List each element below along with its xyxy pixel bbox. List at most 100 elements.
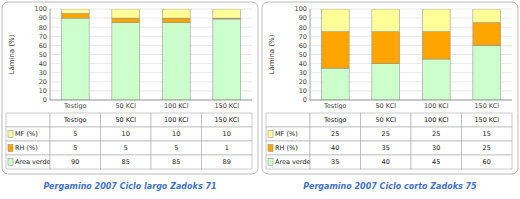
y-tick-label: 80	[39, 24, 47, 32]
y-tick-label: 60	[299, 42, 307, 50]
bar-segment	[112, 18, 140, 23]
table-header: 50 KCl	[375, 116, 396, 124]
table-cell	[6, 127, 50, 141]
y-tick-label: 10	[39, 87, 47, 95]
chart-title: Pergamino 2007 Ciclo corto Zadoks 75	[303, 182, 477, 191]
x-tick-label: 100 KCl	[424, 102, 449, 110]
table-row-label: Area verde	[275, 158, 311, 166]
y-tick-label: 100	[35, 5, 47, 13]
bar-segment	[473, 23, 501, 46]
table-cell	[411, 141, 462, 155]
y-tick-label: 10	[299, 87, 307, 95]
table-value: 89	[223, 158, 231, 166]
table-value: 85	[172, 158, 180, 166]
table-row-label: MF (%)	[275, 130, 298, 138]
table-cell	[6, 155, 50, 169]
x-tick-label: 50 KCl	[375, 102, 396, 110]
x-tick-label: 50 KCl	[115, 102, 136, 110]
y-tick-label: 0	[303, 96, 307, 104]
table-value: 85	[122, 158, 130, 166]
bar-segment	[61, 18, 89, 100]
bar-segment	[213, 9, 241, 18]
grid-line	[50, 100, 252, 101]
bar-segment	[372, 32, 400, 64]
table-value: 90	[71, 158, 79, 166]
table-header: 100 KCl	[424, 116, 449, 124]
x-tick-label: 100 KCl	[164, 102, 189, 110]
table-value: 40	[382, 158, 390, 166]
table: Testigo50 KCl100 KCl150 KClMF (%)5101010…	[6, 113, 252, 169]
table-header: 150 KCl	[474, 116, 499, 124]
legend-swatch	[268, 131, 273, 138]
y-tick-label: 30	[39, 69, 47, 77]
table-value: 30	[432, 144, 440, 152]
y-tick-label: 30	[299, 69, 307, 77]
table-cell	[361, 127, 412, 141]
bar-segment	[61, 14, 89, 19]
x-tick-label: 150 KCl	[474, 102, 499, 110]
table-value: 35	[331, 158, 339, 166]
table-cell	[462, 127, 513, 141]
table-cell	[202, 141, 253, 155]
grid-line	[310, 100, 512, 101]
table-cell	[462, 141, 513, 155]
y-tick-label: 70	[39, 33, 47, 41]
table-cell	[101, 113, 152, 127]
table-cell	[411, 113, 462, 127]
y-tick-label: 80	[299, 24, 307, 32]
table-row-label: MF (%)	[15, 130, 38, 138]
bar-segment	[473, 45, 501, 100]
table-row-label: RH (%)	[15, 144, 38, 152]
y-tick-label: 20	[299, 78, 307, 86]
table-cell	[310, 141, 361, 155]
table-value: 25	[382, 130, 390, 138]
table-value: 25	[331, 130, 339, 138]
bar-segment	[422, 59, 450, 100]
table-cell	[266, 141, 310, 155]
table-cell	[266, 127, 310, 141]
bar-segment	[162, 18, 190, 23]
bar-segment	[112, 9, 140, 18]
bar-segment	[162, 23, 190, 100]
table-cell	[310, 113, 361, 127]
bar-segment	[372, 9, 400, 32]
table-value: 40	[331, 144, 339, 152]
table-value: 5	[73, 130, 77, 138]
table-cell	[151, 141, 202, 155]
y-tick-label: 60	[39, 42, 47, 50]
panel-border	[2, 2, 258, 174]
bar-segment	[372, 64, 400, 100]
table-value: 10	[223, 130, 231, 138]
table: Testigo50 KCl100 KCl150 KClMF (%)2525251…	[266, 113, 512, 169]
y-axis-line	[50, 9, 51, 100]
table-cell	[50, 141, 101, 155]
table-value: 35	[382, 144, 390, 152]
table-value: 25	[432, 130, 440, 138]
bar-segment	[422, 9, 450, 32]
table-header: 50 KCl	[115, 116, 136, 124]
table-cell	[266, 155, 310, 169]
y-axis-line	[310, 9, 311, 100]
table-cell	[151, 113, 202, 127]
table-value: 5	[174, 144, 178, 152]
table-value: 10	[122, 130, 130, 138]
table-header: Testigo	[323, 116, 347, 124]
chart-title: Pergamino 2007 Ciclo largo Zadoks 71	[43, 182, 216, 191]
bar-segment	[473, 9, 501, 23]
table-row-label: Area verde	[15, 158, 51, 166]
x-axis-line	[310, 100, 512, 101]
y-tick-label: 20	[39, 78, 47, 86]
bar-segment	[422, 32, 450, 59]
y-tick-label: 40	[299, 60, 307, 68]
table-header: 100 KCl	[164, 116, 189, 124]
x-tick-label: 150 KCl	[214, 102, 239, 110]
table-cell	[50, 127, 101, 141]
panel: 0102030405060708090100Lámina (%)Testigo5…	[262, 2, 518, 191]
table-cell	[101, 141, 152, 155]
panel-border	[262, 2, 518, 174]
table-cell	[6, 141, 50, 155]
legend-swatch	[8, 145, 13, 152]
legend-swatch	[8, 159, 13, 166]
table-value: 60	[483, 158, 491, 166]
table-cell	[202, 113, 253, 127]
